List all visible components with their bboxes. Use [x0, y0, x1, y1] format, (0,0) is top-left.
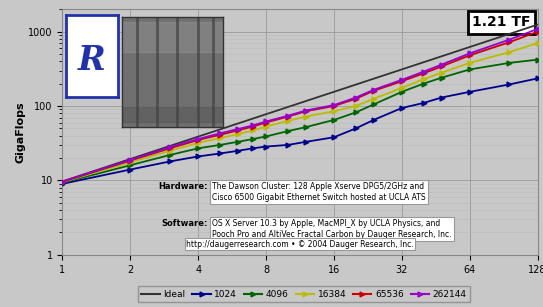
Text: The Dawson Cluster: 128 Apple Xserve DPG5/2GHz and
Cisco 6500 Gigabit Ethernet S: The Dawson Cluster: 128 Apple Xserve DPG… — [212, 182, 426, 202]
Y-axis label: GigaFlops: GigaFlops — [15, 101, 26, 163]
Bar — [122, 22, 223, 52]
Text: R: R — [78, 44, 106, 76]
Text: Hardware:: Hardware: — [158, 182, 207, 191]
Text: Software:: Software: — [161, 219, 207, 228]
Bar — [122, 107, 223, 122]
Text: OS X Server 10.3 by Apple, MacMPI_X by UCLA Physics, and
Pooch Pro and AltiVec F: OS X Server 10.3 by Apple, MacMPI_X by U… — [212, 219, 452, 239]
Legend: Ideal, 1024, 4096, 16384, 65536, 262144: Ideal, 1024, 4096, 16384, 65536, 262144 — [138, 286, 470, 302]
Text: 1.21 TF: 1.21 TF — [472, 15, 531, 29]
Text: http://daugerresearch.com • © 2004 Dauger Research, Inc.: http://daugerresearch.com • © 2004 Dauge… — [186, 240, 414, 249]
Text: 1 TeraFlop: 1 TeraFlop — [67, 27, 110, 36]
